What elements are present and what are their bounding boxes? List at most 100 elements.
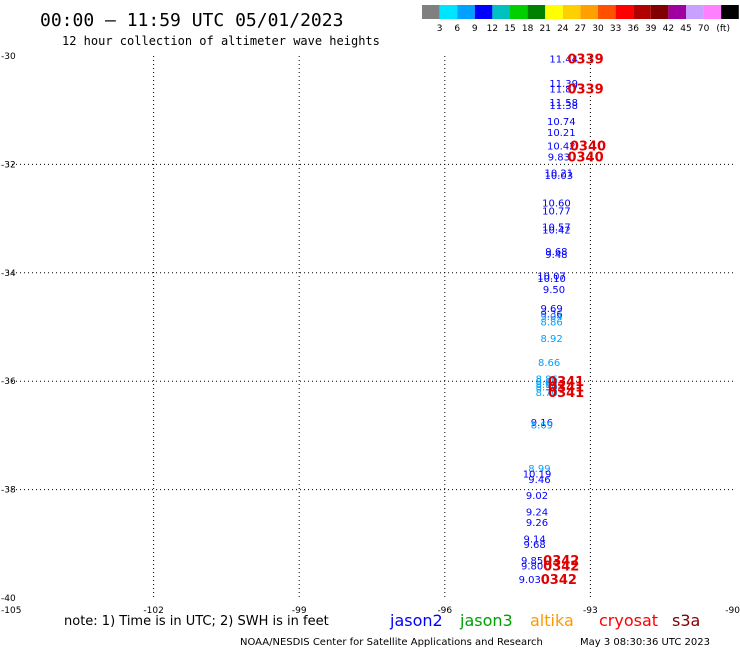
color-scale-label: 21 [539, 24, 550, 34]
swh-value: 9.68 [523, 540, 545, 551]
color-swatch [650, 5, 669, 19]
color-swatch [474, 5, 493, 19]
color-swatch [510, 5, 528, 19]
x-tick-label: -102 [143, 606, 163, 616]
swh-value: 8.92 [540, 334, 562, 345]
swh-value: 8.40 [536, 377, 558, 388]
swh-value: 11.39 [549, 79, 578, 90]
swh-value: 9.80 [521, 561, 543, 572]
swh-value: 10.77 [542, 206, 571, 217]
color-scale-label: 15 [504, 24, 515, 34]
pass-time: 0341 [548, 375, 584, 390]
swh-value: 9.26 [526, 518, 548, 529]
chart-subtitle: 12 hour collection of altimeter wave hei… [62, 34, 380, 48]
swh-value: 10.57 [542, 223, 571, 234]
color-swatch [668, 5, 686, 19]
color-swatch [633, 5, 651, 19]
swh-value: 9.03 [519, 575, 541, 586]
swh-value: 10.03 [545, 171, 574, 182]
color-swatch [492, 5, 510, 19]
swh-value: 10.60 [542, 198, 571, 209]
swh-value: 9.83 [548, 152, 570, 163]
color-scale-label: 36 [627, 24, 639, 34]
axis-ticks: -105 -102 -99 -96 -93 -90 -30 -32 -34 -36 -38 -40 [1, 52, 740, 616]
swh-value: 9.50 [543, 285, 565, 296]
swh-value: 11.38 [549, 101, 578, 112]
color-scale-label: 30 [592, 24, 604, 34]
color-scale-label: 39 [645, 24, 657, 34]
color-scale-label: 12 [487, 24, 498, 34]
y-tick-label: -36 [1, 377, 16, 387]
color-swatch [615, 5, 634, 19]
swh-value: 9.24 [526, 507, 548, 518]
swh-value: 9.14 [523, 534, 545, 545]
color-swatch [598, 5, 616, 19]
pass-time: 0342 [543, 559, 579, 574]
color-scale-label: 45 [680, 24, 691, 34]
color-swatch [457, 5, 475, 19]
satellite-jason2: jason2 [389, 611, 443, 630]
swh-value: 11.58 [549, 98, 578, 109]
swh-value: 10.42 [542, 225, 571, 236]
x-tick-label: -90 [725, 606, 740, 616]
color-swatch [545, 5, 563, 19]
swh-value: 8.70 [536, 388, 558, 399]
swh-value: 11.87 [549, 85, 578, 96]
swh-value: 9.85 [521, 556, 543, 567]
swh-value: 11.44 [549, 55, 578, 66]
color-scale-label: 3 [437, 24, 443, 34]
color-scale-label: 18 [522, 24, 534, 34]
y-tick-label: -32 [1, 160, 16, 170]
swh-value: 9.04 [540, 312, 562, 323]
pass-time: 0340 [567, 150, 603, 165]
color-swatch [422, 5, 440, 19]
swh-value: 9.02 [526, 491, 548, 502]
swh-value: 10.74 [547, 117, 576, 128]
swh-value: 8.86 [536, 374, 558, 385]
y-tick-label: -38 [1, 486, 16, 496]
swh-value: 10.07 [537, 272, 566, 283]
swh-value: 10.10 [537, 274, 566, 285]
color-swatch [703, 5, 722, 19]
pass-time: 0342 [541, 573, 577, 588]
color-swatch [527, 5, 546, 19]
color-scale-label: 33 [610, 24, 621, 34]
x-tick-label: -93 [583, 606, 598, 616]
color-scale-label: 42 [663, 24, 674, 34]
satellite-jason3: jason3 [459, 611, 513, 630]
swh-value: 10.19 [523, 469, 552, 480]
footer-note: note: 1) Time is in UTC; 2) SWH is in fe… [64, 614, 329, 629]
color-scale-label: 24 [557, 24, 569, 34]
pass-time: 0339 [567, 53, 603, 68]
swh-value: 8.86 [540, 318, 562, 329]
swh-value: 8.69 [531, 421, 553, 432]
pass-time: 0341 [548, 381, 584, 396]
color-swatch [562, 5, 581, 19]
swh-value: 10.42 [547, 141, 576, 152]
color-scale-unit: (ft) [716, 24, 730, 34]
pass-time: 0342 [543, 554, 579, 569]
color-swatch [686, 5, 704, 19]
color-scale-label: 6 [454, 24, 460, 34]
color-scale-label: 9 [472, 24, 478, 34]
swh-value: 8.50 [536, 383, 558, 394]
x-tick-label: -105 [1, 606, 21, 616]
x-tick-label: -99 [292, 606, 307, 616]
swh-value: 9.69 [540, 304, 562, 315]
swh-value: 10.21 [547, 128, 576, 139]
color-scale-label: 70 [698, 24, 710, 34]
timestamp-text: May 3 08:30:36 UTC 2023 [580, 637, 710, 648]
pass-time: 0339 [567, 83, 603, 98]
swh-value: 9.48 [545, 250, 567, 261]
swh-value: 9.16 [531, 418, 553, 429]
pass-time: 0340 [570, 139, 606, 154]
y-tick-label: -30 [1, 52, 16, 62]
y-tick-label: -40 [1, 594, 16, 604]
satellite-cryosat: cryosat [599, 611, 658, 630]
swh-value: 8.91 [536, 380, 558, 391]
swh-value: 8.99 [528, 464, 550, 475]
swh-value: 9.68 [545, 247, 567, 258]
color-scale-label: 27 [575, 24, 586, 34]
